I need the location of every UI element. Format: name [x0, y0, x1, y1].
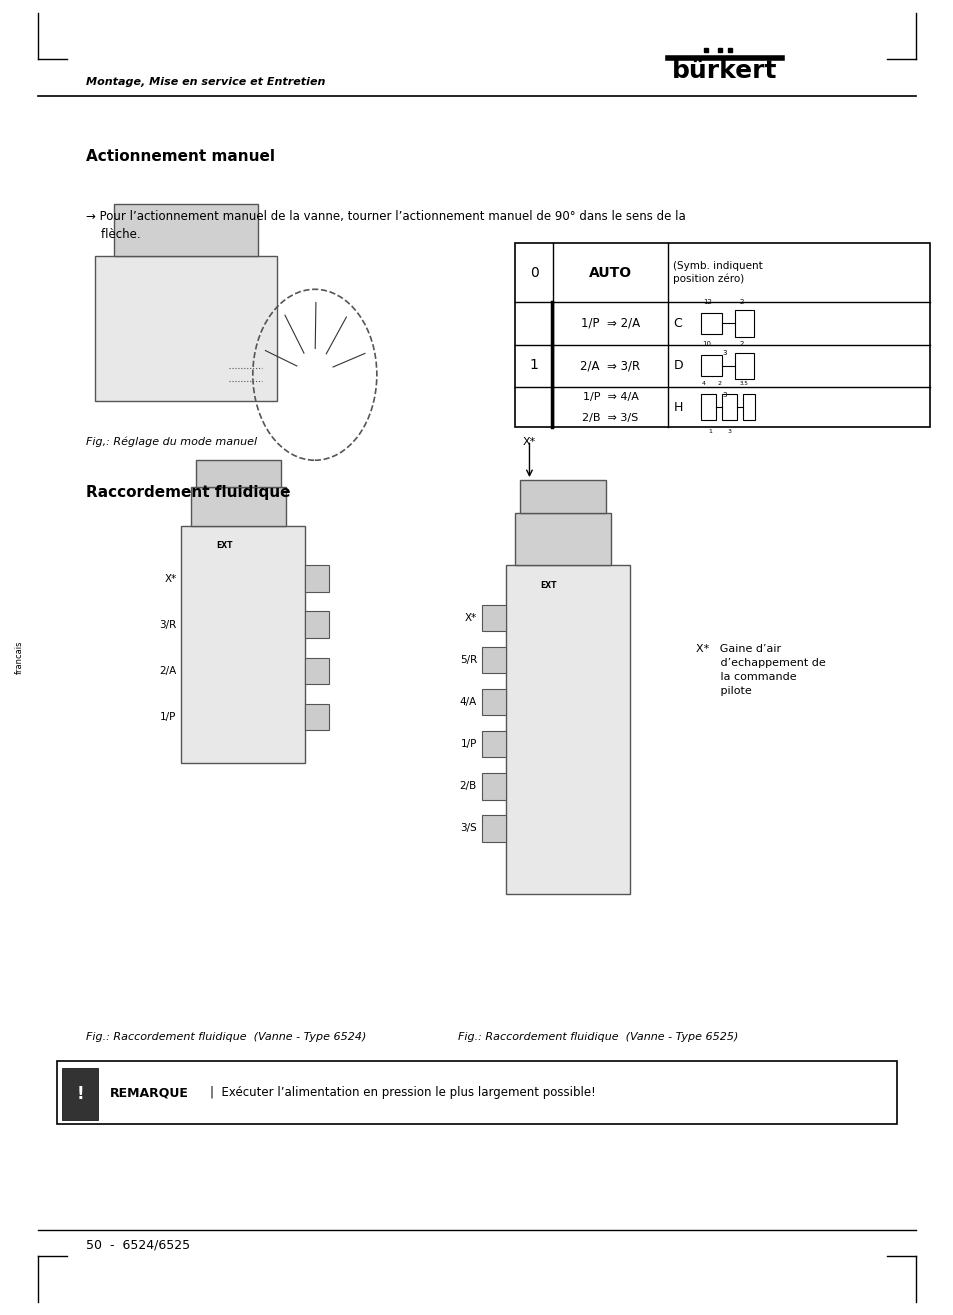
Text: Actionnement manuel: Actionnement manuel — [86, 150, 274, 164]
Text: 5/R: 5/R — [459, 655, 476, 665]
Bar — [57, 1061, 896, 1124]
Bar — [734, 352, 753, 379]
Bar — [700, 394, 716, 421]
Bar — [742, 394, 754, 421]
Bar — [181, 526, 305, 763]
Text: 1/P  ⇒ 2/A: 1/P ⇒ 2/A — [580, 317, 639, 330]
Bar — [519, 480, 605, 513]
Text: 1/P: 1/P — [160, 711, 176, 722]
Text: 50  -  6524/6525: 50 - 6524/6525 — [86, 1239, 190, 1252]
Text: 3: 3 — [721, 350, 726, 355]
Text: 1/P  ⇒ 4/A: 1/P ⇒ 4/A — [582, 392, 638, 401]
Bar — [481, 647, 505, 673]
Text: EXT: EXT — [539, 581, 557, 589]
Text: 12: 12 — [702, 299, 711, 305]
Text: 2/A: 2/A — [159, 665, 176, 676]
Bar — [95, 256, 276, 401]
Text: 1: 1 — [529, 358, 538, 372]
Text: Fig.: Raccordement fluidique  (Vanne - Type 6525): Fig.: Raccordement fluidique (Vanne - Ty… — [457, 1032, 738, 1043]
Text: X*   Gaine d’air
       d’echappement de
       la commande
       pilote: X* Gaine d’air d’echappement de la comma… — [696, 644, 825, 697]
Bar — [62, 1068, 98, 1120]
Text: 3: 3 — [721, 392, 726, 398]
Text: REMARQUE: REMARQUE — [110, 1086, 189, 1099]
Text: !: ! — [76, 1085, 84, 1103]
Text: D: D — [673, 359, 682, 372]
Bar — [481, 773, 505, 800]
Text: 3: 3 — [727, 430, 731, 434]
Text: francais: francais — [14, 640, 24, 675]
Text: → Pour l’actionnement manuel de la vanne, tourner l’actionnement manuel de 90° d: → Pour l’actionnement manuel de la vanne… — [86, 210, 685, 242]
Bar — [305, 704, 329, 730]
Bar — [505, 565, 629, 894]
Text: 10: 10 — [701, 342, 710, 347]
Bar — [305, 611, 329, 638]
Text: 3/S: 3/S — [459, 823, 476, 834]
Text: AUTO: AUTO — [588, 266, 632, 280]
Bar — [481, 689, 505, 715]
Text: 2/A  ⇒ 3/R: 2/A ⇒ 3/R — [579, 359, 640, 372]
Text: EXT: EXT — [215, 542, 233, 550]
Bar — [481, 815, 505, 842]
Text: |  Exécuter l’alimentation en pression le plus largement possible!: | Exécuter l’alimentation en pression le… — [210, 1086, 595, 1099]
Text: 2/B  ⇒ 3/S: 2/B ⇒ 3/S — [582, 413, 638, 422]
Text: X*: X* — [464, 613, 476, 623]
Bar — [305, 658, 329, 684]
Text: 3.5: 3.5 — [739, 381, 747, 387]
Text: bürkert: bürkert — [672, 59, 777, 83]
Bar — [721, 394, 737, 421]
Text: Montage, Mise en service et Entretien: Montage, Mise en service et Entretien — [86, 76, 325, 87]
Text: 0: 0 — [529, 266, 538, 280]
Text: 1: 1 — [708, 430, 712, 434]
Bar — [734, 310, 753, 337]
Text: 4/A: 4/A — [459, 697, 476, 707]
Text: 4: 4 — [701, 381, 705, 387]
Text: Fig,: Réglage du mode manuel: Fig,: Réglage du mode manuel — [86, 437, 256, 447]
Text: Raccordement fluidique: Raccordement fluidique — [86, 485, 290, 500]
Bar — [481, 605, 505, 631]
Text: 2: 2 — [717, 381, 720, 387]
Bar — [515, 243, 929, 427]
Text: 2/B: 2/B — [459, 781, 476, 792]
Bar — [700, 355, 721, 376]
Text: X*: X* — [522, 437, 536, 447]
Bar — [195, 460, 281, 487]
Text: 1/P: 1/P — [460, 739, 476, 750]
Text: H: H — [673, 401, 682, 414]
Bar — [515, 513, 610, 565]
Text: X*: X* — [164, 573, 176, 584]
Bar — [481, 731, 505, 757]
Text: 2: 2 — [739, 342, 743, 347]
Bar — [305, 565, 329, 592]
Text: C: C — [673, 317, 681, 330]
Bar — [191, 487, 286, 526]
Bar — [114, 204, 257, 256]
Text: 3/R: 3/R — [159, 619, 176, 630]
Bar — [700, 313, 721, 334]
Text: Fig.: Raccordement fluidique  (Vanne - Type 6524): Fig.: Raccordement fluidique (Vanne - Ty… — [86, 1032, 366, 1043]
Text: (Symb. indiquent
position zéro): (Symb. indiquent position zéro) — [672, 262, 761, 284]
Text: 2: 2 — [739, 299, 743, 305]
